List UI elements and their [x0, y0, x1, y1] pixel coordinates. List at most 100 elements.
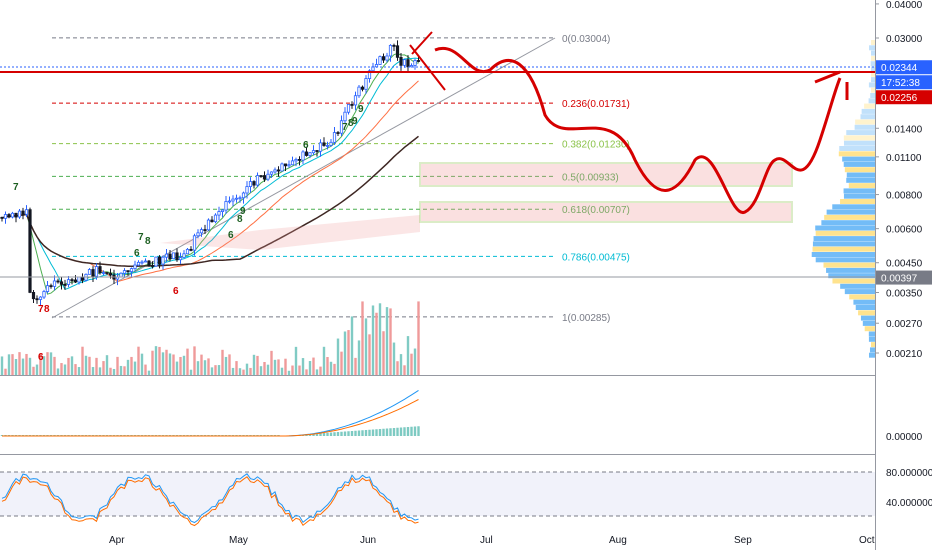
volume-profile	[812, 40, 875, 358]
macd-histogram-bar	[417, 426, 419, 436]
price-badge-label: 17:52:38	[881, 78, 920, 89]
volume-bar	[190, 370, 192, 375]
macd-histogram-bar	[333, 432, 335, 436]
candle-body	[298, 159, 300, 160]
volume-bar	[204, 360, 206, 375]
volume-profile-bar	[861, 316, 875, 321]
candle-body	[302, 152, 304, 160]
volume-profile-bar	[844, 194, 875, 199]
candle-body	[330, 142, 332, 145]
volume-bar	[25, 354, 27, 375]
candle-body	[256, 176, 258, 186]
volume-bar	[291, 366, 293, 375]
volume-bar	[281, 368, 283, 375]
volume-profile-bar	[870, 93, 875, 98]
demand-zone-box	[420, 163, 792, 186]
volume-bar	[60, 363, 62, 375]
volume-bar	[123, 366, 125, 375]
td-count-label: 9	[240, 206, 246, 217]
td-count-label: 7	[13, 182, 19, 193]
macd-histogram-bar	[410, 427, 412, 436]
price-tick-label: 0.00600	[886, 225, 923, 236]
candle-body	[260, 176, 262, 177]
candle-body	[400, 57, 402, 65]
stoch-tick-label: 80.000000	[886, 468, 932, 479]
macd-histogram-bar	[375, 429, 377, 436]
candle-body	[228, 201, 230, 202]
volume-bar	[326, 357, 328, 375]
macd-histogram-bar	[379, 429, 381, 436]
stoch-rsi-pane	[0, 472, 875, 526]
volume-bar	[18, 352, 20, 375]
volume-profile-bar	[840, 199, 875, 204]
volume-profile-bar	[832, 279, 875, 284]
volume-profile-bar	[871, 77, 875, 82]
td-count-label: 8	[44, 304, 50, 315]
user-drawings[interactable]	[0, 32, 875, 277]
volume-bar	[1, 356, 3, 375]
td-count-label: 6	[134, 248, 140, 259]
volume-bar	[4, 369, 6, 375]
price-tick-label: 0.01400	[886, 124, 923, 135]
candle-body	[165, 254, 167, 257]
volume-profile-bar	[847, 173, 875, 178]
price-axis[interactable]: 0.040000.030000.014000.011000.008000.006…	[875, 0, 932, 509]
volume-bar	[151, 351, 153, 375]
macd-histogram-bar	[340, 432, 342, 436]
candle-body	[379, 57, 381, 65]
volume-bar	[186, 349, 188, 375]
candle-body	[106, 272, 108, 273]
volume-profile-bar	[858, 310, 875, 315]
volume-profile-bar	[869, 82, 875, 87]
volume-bar	[312, 358, 314, 375]
candle-body	[11, 213, 13, 217]
volume-bar	[8, 354, 10, 375]
volume-bar	[116, 357, 118, 375]
volume-bar	[120, 366, 122, 375]
candle-body	[78, 277, 80, 282]
volume-bar	[197, 361, 199, 375]
time-axis[interactable]: AprMayJunJulAugSepOct	[109, 535, 875, 546]
candle-body	[95, 267, 97, 277]
macd-histogram-bar	[403, 427, 405, 436]
volume-bar	[207, 358, 209, 375]
candle-body	[382, 57, 384, 60]
candle-body	[295, 159, 297, 160]
candle-body	[218, 212, 220, 215]
candle-body	[246, 187, 248, 193]
candle-body	[221, 210, 223, 212]
candle-body	[88, 270, 90, 275]
td-count-label: 6	[173, 286, 179, 297]
candle-body	[50, 286, 52, 287]
volume-bar	[232, 368, 234, 375]
candle-body	[393, 45, 395, 46]
volume-profile-bar	[839, 146, 875, 151]
volume-bar	[32, 367, 34, 375]
volume-bar	[386, 307, 388, 375]
volume-bar	[172, 354, 174, 375]
projected-path-segment	[815, 72, 840, 82]
volume-profile-bar	[869, 353, 875, 358]
time-tick-label: May	[229, 535, 248, 546]
candle-body	[214, 215, 216, 222]
candle-body	[183, 254, 185, 258]
volume-bar	[200, 355, 202, 375]
volume-bar	[239, 368, 241, 375]
fib-level-label: 1(0.00285)	[562, 313, 610, 324]
volume-profile-bar	[824, 215, 875, 220]
candle-body	[46, 286, 48, 292]
candle-body	[354, 96, 356, 105]
volume-bar	[15, 359, 17, 375]
volume-profile-bar	[849, 183, 875, 188]
macd-histogram-bar	[400, 428, 402, 437]
volume-profile-bar	[823, 263, 875, 268]
volume-bar	[88, 357, 90, 375]
macd-histogram-bar	[347, 431, 349, 436]
volume-bar	[22, 359, 24, 375]
volume-bar	[417, 301, 419, 375]
volume-profile-bar	[869, 98, 875, 103]
volume-profile-bar	[869, 337, 875, 342]
volume-profile-bar	[849, 294, 875, 299]
